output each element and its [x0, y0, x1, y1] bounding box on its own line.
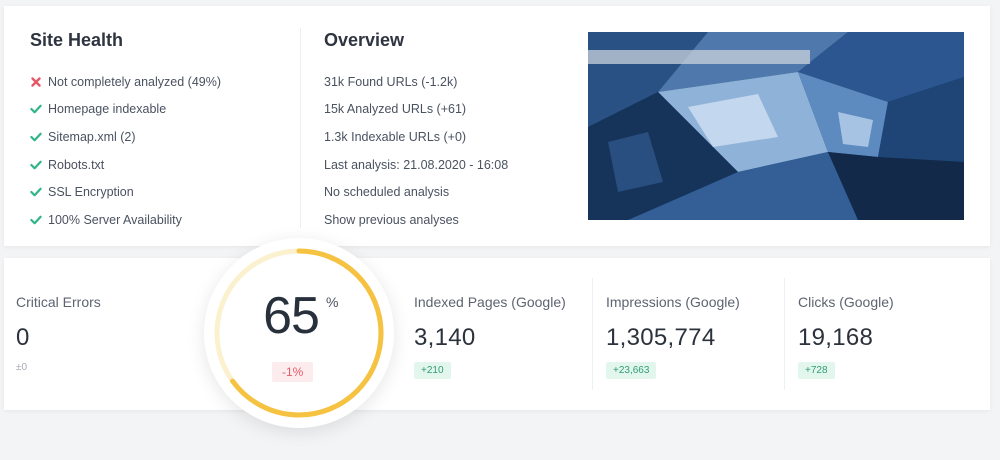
metric-delta-badge: +210	[414, 362, 451, 379]
health-item-label: Not completely analyzed (49%)	[48, 74, 221, 89]
metric-critical-errors: Critical Errors 0 ±0	[16, 294, 101, 373]
metric-value: 19,168	[798, 324, 874, 351]
score-unit: %	[326, 294, 339, 310]
health-item-sitemap: Sitemap.xml (2)	[30, 123, 300, 151]
overview-title: Overview	[324, 30, 405, 50]
check-icon	[30, 214, 42, 226]
metric-divider	[784, 278, 785, 390]
metric-label: Indexed Pages (Google)	[414, 294, 566, 310]
health-score-gauge: 65 % -1%	[204, 238, 394, 428]
metric-label: Critical Errors	[16, 294, 101, 310]
check-icon	[30, 103, 42, 115]
overview-list: 31k Found URLs (-1.2k) 15k Analyzed URLs…	[324, 68, 584, 234]
top-card: Site Health Not completely analyzed (49%…	[4, 6, 990, 246]
health-item-availability: 100% Server Availability	[30, 206, 300, 234]
check-icon	[30, 186, 42, 198]
metric-value: 1,305,774	[606, 324, 716, 351]
site-health-title: Site Health	[30, 30, 124, 50]
architecture-photo	[588, 32, 964, 220]
health-item-label: Homepage indexable	[48, 102, 167, 117]
show-previous-analyses-link[interactable]: Show previous analyses	[324, 212, 459, 227]
check-icon	[30, 159, 42, 171]
health-item-label: Robots.txt	[48, 157, 105, 172]
health-item-homepage: Homepage indexable	[30, 96, 300, 124]
metrics-card: Critical Errors 0 ±0 Indexed Pages (Goog…	[4, 258, 990, 410]
metric-impressions: Impressions (Google) 1,305,774 +23,663	[606, 294, 740, 379]
health-item-robots: Robots.txt	[30, 151, 300, 179]
overview-last-analysis: Last analysis: 21.08.2020 - 16:08	[324, 157, 509, 172]
score-ring	[214, 248, 384, 418]
metric-value: 0	[16, 324, 30, 351]
score-ring-progress	[214, 248, 384, 418]
metric-delta: ±0	[16, 362, 28, 373]
cross-icon	[30, 76, 42, 88]
site-health-panel: Site Health Not completely analyzed (49%…	[30, 30, 300, 234]
health-item-analysis: Not completely analyzed (49%)	[30, 68, 300, 96]
panel-divider	[300, 28, 301, 228]
health-item-label: Sitemap.xml (2)	[48, 129, 136, 144]
metric-label: Clicks (Google)	[798, 294, 894, 310]
score-delta-badge: -1%	[272, 362, 314, 382]
health-item-label: 100% Server Availability	[48, 212, 182, 227]
health-item-label: SSL Encryption	[48, 185, 134, 200]
overview-scheduled-analysis: No scheduled analysis	[324, 185, 450, 200]
metric-delta-badge: +728	[798, 362, 835, 379]
score-value: 65	[263, 287, 320, 345]
health-item-ssl: SSL Encryption	[30, 178, 300, 206]
metric-divider	[592, 278, 593, 390]
check-icon	[30, 131, 42, 143]
overview-analyzed-urls: 15k Analyzed URLs (+61)	[324, 102, 467, 117]
overview-indexable-urls: 1.3k Indexable URLs (+0)	[324, 129, 467, 144]
metric-label: Impressions (Google)	[606, 294, 740, 310]
overview-panel: Overview 31k Found URLs (-1.2k) 15k Anal…	[324, 30, 584, 234]
metric-delta-badge: +23,663	[606, 362, 657, 379]
metric-value: 3,140	[414, 324, 476, 351]
metric-indexed-pages: Indexed Pages (Google) 3,140 +210	[414, 294, 566, 379]
metric-clicks: Clicks (Google) 19,168 +728	[798, 294, 894, 379]
overview-found-urls: 31k Found URLs (-1.2k)	[324, 74, 458, 89]
site-health-list: Not completely analyzed (49%) Homepage i…	[30, 68, 300, 234]
